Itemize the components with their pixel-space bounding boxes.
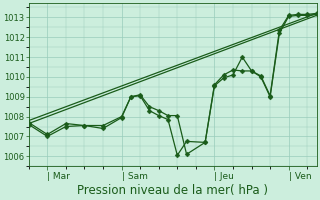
X-axis label: Pression niveau de la mer( hPa ): Pression niveau de la mer( hPa )	[77, 184, 268, 197]
